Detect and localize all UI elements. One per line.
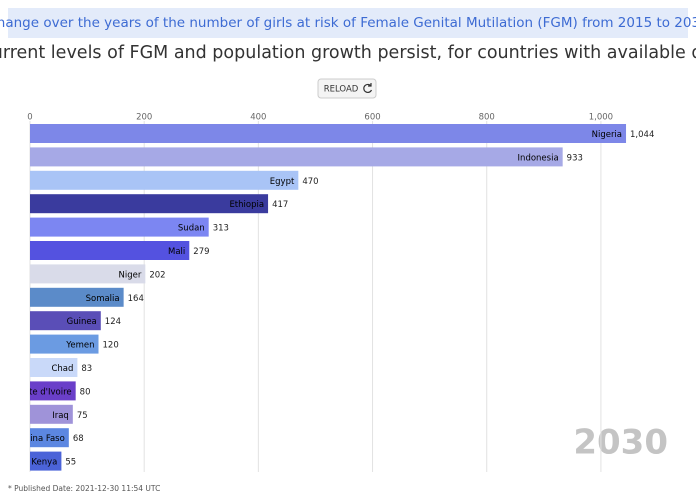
bar <box>30 194 269 214</box>
value-label: 1,044 <box>630 130 654 140</box>
chart-title: Change over the years of the number of g… <box>0 15 696 31</box>
bar <box>30 241 190 260</box>
value-label: 202 <box>149 270 165 280</box>
x-tick-label: 200 <box>136 113 152 123</box>
x-tick-label: 800 <box>479 113 495 123</box>
x-tick-label: 600 <box>364 113 380 123</box>
reload-button[interactable]: RELOAD <box>317 78 377 99</box>
bar <box>30 124 627 143</box>
bar <box>30 334 99 354</box>
bar <box>30 217 209 237</box>
value-label: 75 <box>77 411 88 421</box>
bar <box>30 428 69 448</box>
bar-label: Somalia <box>86 294 120 304</box>
button-box[interactable] <box>317 78 377 99</box>
bar <box>30 451 62 471</box>
value-label: 55 <box>65 458 76 468</box>
value-label: 80 <box>80 387 91 397</box>
bar-label: Nigeria <box>592 130 622 140</box>
value-label: 68 <box>73 434 84 444</box>
bar-label: Ethiopia <box>229 200 264 210</box>
bar <box>30 311 101 331</box>
value-label: 470 <box>302 177 318 187</box>
button-label[interactable]: RELOAD <box>324 85 359 95</box>
value-label: 933 <box>567 153 583 163</box>
bar-label: Chad <box>51 364 73 374</box>
value-label: 417 <box>272 200 288 210</box>
bars: Nigeria Indonesia Egypt Ethiopia Sudan Mali Ni… <box>11 124 627 471</box>
bar-label: Yemen <box>65 341 94 351</box>
bar-label: Guinea <box>67 317 97 327</box>
bar <box>30 147 563 167</box>
bar <box>30 404 73 424</box>
reload-icon[interactable] <box>363 83 373 94</box>
bar-label: Iraq <box>52 411 69 421</box>
value-label: 279 <box>193 247 209 257</box>
title-background <box>8 8 688 38</box>
bar-label: Indonesia <box>518 153 559 163</box>
bar-label: Kenya <box>31 458 57 468</box>
x-tick-label: 0 <box>27 113 32 123</box>
value-label: 164 <box>128 294 144 304</box>
footnote: * Published Date: 2021-12-30 11:54 UTC <box>8 484 160 493</box>
bar <box>30 358 78 377</box>
bar-label: Niger <box>118 270 141 280</box>
bar-label: Sudan <box>178 224 205 234</box>
value-label: 313 <box>213 224 229 234</box>
bar-label: Mali <box>168 247 185 257</box>
bar <box>30 381 76 401</box>
chart-subtitle: If current levels of FGM and population … <box>0 43 696 63</box>
value-label: 124 <box>105 317 121 327</box>
bar-label: Egypt <box>270 177 295 187</box>
value-label: 83 <box>81 364 92 374</box>
x-tick-label: 1,000 <box>589 113 613 123</box>
bar-label: Côte d'Ivoire <box>18 386 72 397</box>
bar <box>30 287 124 307</box>
bar <box>30 170 299 190</box>
value-label: 120 <box>103 341 119 351</box>
year-label: 2030 <box>573 423 668 463</box>
bar-label: Burkina Faso <box>11 434 65 444</box>
bar <box>30 264 146 284</box>
x-tick-label: 400 <box>250 113 266 123</box>
